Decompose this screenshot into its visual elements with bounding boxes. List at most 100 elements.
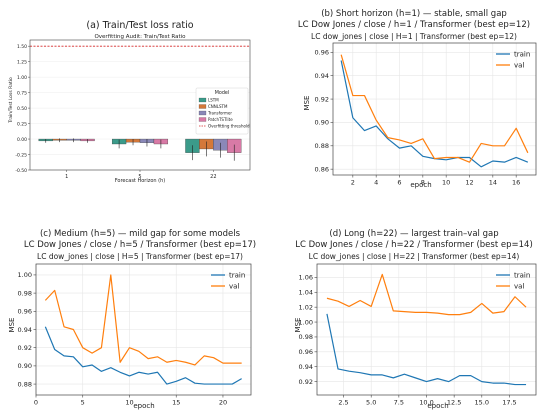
panel-d-ylabel: MSE xyxy=(294,318,302,333)
panel-d-ytick-label: 0.92 xyxy=(299,378,313,386)
panel-d-ytick-label: 1.02 xyxy=(299,303,313,311)
panel-d-xlabel: epoch xyxy=(427,402,448,410)
panel-b-ytick-label: 0.90 xyxy=(315,119,329,127)
panel-b-legend-label-val: val xyxy=(514,62,524,70)
panel-a-legend-label-Transformer: Transformer xyxy=(207,111,232,116)
panel-c-line-chart: (c) Medium (h=5) — mild gap for some mod… xyxy=(8,229,256,410)
panel-a-ytick-label: 0.50 xyxy=(17,106,27,112)
panel-b-series-train xyxy=(340,60,529,168)
panel-b-line-chart: (b) Short horizon (h=1) — stable, small … xyxy=(298,9,537,189)
panel-a-ytick-label: 0.75 xyxy=(17,90,27,96)
panel-d-xtick-label: 17.5 xyxy=(502,399,516,407)
panel-a-ylabel: Train/Test Loss Ratio xyxy=(8,77,14,124)
panel-d-ytick-label: 1.06 xyxy=(299,274,313,282)
panel-a-legend-swatch-PatchTSTlite xyxy=(198,117,207,122)
panel-b-xtick-label: 16 xyxy=(512,179,520,187)
panel-d-ytick-label: 1.04 xyxy=(299,289,313,297)
panel-a-legend-label-CNNLSTM: CNNLSTM xyxy=(208,104,228,109)
panel-b-ytick-label: 0.94 xyxy=(315,72,329,80)
panel-c-legend-label-train: train xyxy=(229,272,245,280)
panel-d-xtick-label: 15.0 xyxy=(475,399,489,407)
panel-a-legend-swatch-LSTM xyxy=(198,97,207,103)
panel-b-axes-frame xyxy=(332,42,537,176)
panel-d-subtitle: LC Dow Jones / close / h=22 / Transforme… xyxy=(295,240,533,250)
panel-c-ytick-label: 0.96 xyxy=(18,308,32,316)
panel-d-xtick-label: 10.0 xyxy=(419,399,433,407)
panel-d-xtick-label: 12.5 xyxy=(447,399,461,407)
panel-a-legend-label-LSTM: LSTM xyxy=(208,98,219,103)
panel-c-xlabel: epoch xyxy=(133,402,154,410)
panel-a-xtick-label: 1 xyxy=(65,174,68,180)
panel-c-ytick-label: 0.92 xyxy=(18,344,32,352)
panel-b-ytick-label: 0.96 xyxy=(315,49,329,57)
panel-a-legend-title: Model xyxy=(215,90,229,96)
panel-c-inner-title: LC dow_jones | close | H=5 | Transformer… xyxy=(37,252,243,261)
panel-b-xtick-label: 14 xyxy=(489,179,497,187)
panel-c-xtick-label: 15 xyxy=(172,399,180,407)
panel-b-ytick-label: 0.86 xyxy=(315,165,329,173)
panel-a-xlabel: Forecast Horizon (h) xyxy=(115,178,166,184)
panel-b-legend-label-train: train xyxy=(514,51,530,59)
panel-c-ytick-label: 0.90 xyxy=(18,362,32,370)
panel-c-ytick-label: 0.98 xyxy=(18,289,32,297)
panel-c-series-train xyxy=(44,326,242,385)
panel-b-series-val xyxy=(340,54,529,163)
panel-a-ytick-label: -0.50 xyxy=(15,168,27,174)
panel-b-xtick-label: 12 xyxy=(465,179,473,187)
panel-d-xtick-label: 5.0 xyxy=(366,399,376,407)
panel-b-xlabel: epoch xyxy=(410,181,431,189)
panel-a-legend-swatch-Transformer xyxy=(198,110,207,116)
panel-b-subtitle: LC Dow Jones / close / h=1 / Transformer… xyxy=(298,20,530,30)
panel-c-xtick-label: 5 xyxy=(81,399,85,407)
panel-d-series-train xyxy=(326,313,527,386)
panel-a-ytick-label: 0.25 xyxy=(17,121,27,127)
panel-a-ytick-label: 1.25 xyxy=(17,59,27,65)
panel-a-axes-frame xyxy=(29,39,251,171)
panel-b-ylabel: MSE xyxy=(303,96,311,111)
panel-a-legend-label-PatchTSTlite: PatchTSTlite xyxy=(208,117,233,122)
panel-a-ytick-label: -0.25 xyxy=(15,152,27,158)
panel-c-ylabel: MSE xyxy=(8,318,16,333)
panel-c-ytick-label: 0.88 xyxy=(18,380,32,388)
panel-d-xtick-label: 2.5 xyxy=(338,399,348,407)
panel-a-ytick-label: 1.00 xyxy=(17,75,27,81)
panel-c-xtick-label: 10 xyxy=(125,399,133,407)
panel-a-legend-box xyxy=(195,87,249,135)
panel-d-xtick-label: 7.5 xyxy=(394,399,404,407)
panel-a-xtick-label: 5 xyxy=(138,174,141,180)
panel-a-ytick-label: 1.50 xyxy=(17,44,27,50)
panel-c-legend-label-val: val xyxy=(229,283,239,291)
panel-a-bar-chart: (a) Train/Test loss ratio Overfitting Au… xyxy=(8,20,251,184)
panel-b-inner-title: LC dow_jones | close | H=1 | Transformer… xyxy=(311,32,517,41)
panel-d-series-val xyxy=(326,273,527,316)
panel-d-line-chart: (d) Long (h=22) — largest train–val gap … xyxy=(294,229,537,410)
panel-c-xtick-label: 0 xyxy=(34,399,38,407)
panel-c-ytick-label: 0.94 xyxy=(18,326,32,334)
panel-b-ytick-label: 0.88 xyxy=(315,142,329,150)
panel-b-xtick-label: 6 xyxy=(397,179,401,187)
panel-b-xtick-label: 4 xyxy=(374,179,378,187)
panel-a-subtitle: Overfitting Audit: Train/Test Ratio xyxy=(94,34,186,40)
panel-a-ytick-label: 0.00 xyxy=(17,137,27,143)
panel-c-series-val xyxy=(44,274,242,366)
panel-b-xtick-label: 10 xyxy=(442,179,450,187)
panel-a-legend-label-threshold: Overfitting threshold xyxy=(208,124,250,129)
panel-c-xtick-label: 20 xyxy=(219,399,227,407)
panel-d-ytick-label: 0.96 xyxy=(299,348,313,356)
panel-a-legend-swatch-CNNLSTM xyxy=(198,104,207,109)
panel-c-title: (c) Medium (h=5) — mild gap for some mod… xyxy=(40,229,241,239)
panel-a-title: (a) Train/Test loss ratio xyxy=(86,20,193,31)
panel-d-legend-label-val: val xyxy=(514,283,524,291)
panel-d-ytick-label: 1.00 xyxy=(299,318,313,326)
panel-d-title: (d) Long (h=22) — largest train–val gap xyxy=(329,229,498,239)
panel-b-xtick-label: 2 xyxy=(351,179,355,187)
panel-b-xtick-label: 8 xyxy=(421,179,425,187)
panel-d-ytick-label: 0.94 xyxy=(299,363,313,371)
panel-a-xtick-label: 22 xyxy=(210,174,216,180)
panel-c-ytick-label: 1.00 xyxy=(18,271,32,279)
panel-d-inner-title: LC dow_jones | close | H=22 | Transforme… xyxy=(309,252,520,261)
panel-d-legend-label-train: train xyxy=(514,272,530,280)
panel-d-ytick-label: 0.98 xyxy=(299,333,313,341)
